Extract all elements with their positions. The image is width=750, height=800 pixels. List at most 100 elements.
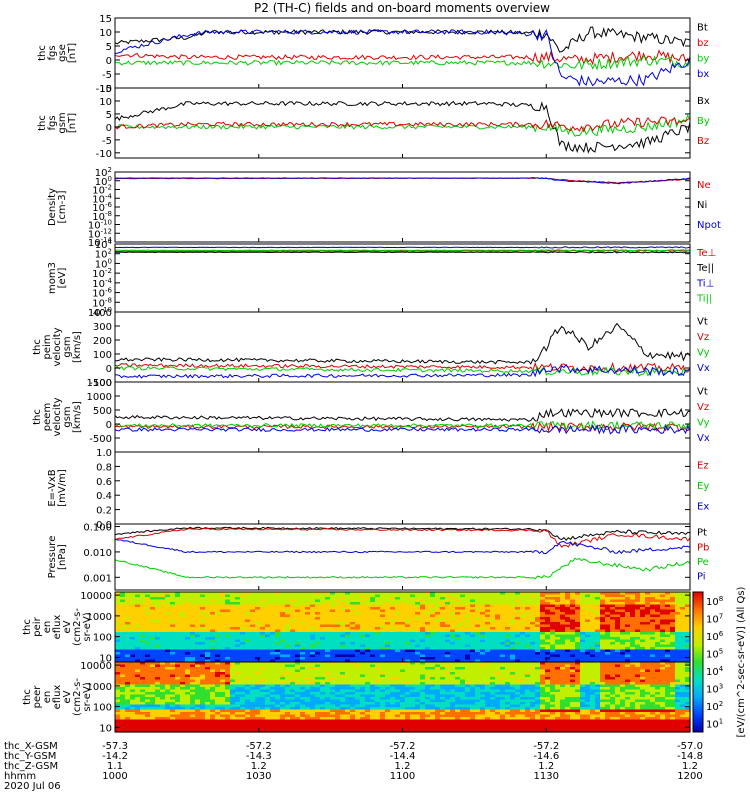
spectrogram-cell <box>575 652 581 656</box>
spectrogram-cell <box>355 649 361 653</box>
spectrogram-cell <box>290 712 296 716</box>
spectrogram-cell <box>170 652 176 656</box>
spectrogram-cell <box>220 724 226 728</box>
spectrogram-cell <box>305 632 311 636</box>
spectrogram-cell <box>180 702 186 706</box>
spectrogram-cell <box>380 594 386 598</box>
spectrogram-cell <box>510 649 516 653</box>
spectrogram-cell <box>210 657 216 661</box>
spectrogram-cell <box>165 634 171 638</box>
spectrogram-cell <box>305 619 311 623</box>
spectrogram-cell <box>125 689 131 693</box>
spectrogram-cell <box>275 622 281 626</box>
spectrogram-cell <box>540 639 546 643</box>
spectrogram-cell <box>225 632 231 636</box>
spectrogram-cell <box>345 632 351 636</box>
spectrogram-cell <box>135 689 141 693</box>
spectrogram-cell <box>565 634 571 638</box>
spectrogram-cell <box>425 689 431 693</box>
spectrogram-cell <box>615 647 621 651</box>
spectrogram-cell <box>150 702 156 706</box>
spectrogram-cell <box>280 667 286 671</box>
spectrogram-cell <box>180 637 186 641</box>
spectrogram-cell <box>395 609 401 613</box>
spectrogram-cell <box>235 684 241 688</box>
spectrogram-cell <box>170 599 176 603</box>
spectrogram-cell <box>555 599 561 603</box>
spectrogram-cell <box>220 607 226 611</box>
spectrogram-cell <box>140 712 146 716</box>
spectrogram-cell <box>150 652 156 656</box>
spectrogram-cell <box>210 679 216 683</box>
spectrogram-cell <box>565 602 571 606</box>
spectrogram-cell <box>530 647 536 651</box>
spectrogram-cell <box>450 609 456 613</box>
spectrogram-cell <box>200 637 206 641</box>
spectrogram-cell <box>290 642 296 646</box>
spectrogram-cell <box>555 639 561 643</box>
spectrogram-cell <box>410 702 416 706</box>
spectrogram-cell <box>380 704 386 708</box>
spectrogram-cell <box>365 632 371 636</box>
spectrogram-cell <box>215 717 221 721</box>
spectrogram-cell <box>140 679 146 683</box>
spectrogram-cell <box>140 592 146 596</box>
spectrogram-cell <box>490 652 496 656</box>
spectrogram-cell <box>170 699 176 703</box>
spectrogram-cell <box>270 707 276 711</box>
spectrogram-cell <box>315 697 321 701</box>
spectrogram-cell <box>125 672 131 676</box>
spectrogram-cell <box>670 617 676 621</box>
spectrogram-cell <box>590 644 596 648</box>
spectrogram-cell <box>140 619 146 623</box>
spectrogram-cell <box>145 692 151 696</box>
spectrogram-cell <box>160 607 166 611</box>
spectrogram-cell <box>370 674 376 678</box>
spectrogram-cell <box>480 659 486 663</box>
spectrogram-cell <box>115 704 121 708</box>
spectrogram-cell <box>295 699 301 703</box>
spectrogram-cell <box>510 614 516 618</box>
spectrogram-cell <box>390 677 396 681</box>
spectrogram-cell <box>560 644 566 648</box>
spectrogram-cell <box>160 717 166 721</box>
spectrogram-cell <box>395 632 401 636</box>
spectrogram-cell <box>335 602 341 606</box>
spectrogram-cell <box>185 624 191 628</box>
spectrogram-cell <box>665 602 671 606</box>
spectrogram-cell <box>515 629 521 633</box>
spectrogram-cell <box>520 652 526 656</box>
spectrogram-cell <box>605 614 611 618</box>
spectrogram-cell <box>420 602 426 606</box>
spectrogram-cell <box>415 647 421 651</box>
spectrogram-cell <box>480 632 486 636</box>
spectrogram-cell <box>295 634 301 638</box>
spectrogram-cell <box>565 654 571 658</box>
spectrogram-cell <box>315 647 321 651</box>
spectrogram-cell <box>440 654 446 658</box>
spectrogram-cell <box>280 672 286 676</box>
spectrogram-cell <box>400 642 406 646</box>
spectrogram-cell <box>465 642 471 646</box>
spectrogram-cell <box>120 657 126 661</box>
spectrogram-cell <box>595 609 601 613</box>
spectrogram-cell <box>395 602 401 606</box>
spectrogram-cell <box>325 687 331 691</box>
spectrogram-cell <box>190 647 196 651</box>
spectrogram-cell <box>350 707 356 711</box>
spectrogram-cell <box>130 632 136 636</box>
spectrogram-cell <box>520 642 526 646</box>
spectrogram-cell <box>350 637 356 641</box>
spectrogram-cell <box>335 722 341 726</box>
spectrogram-cell <box>185 702 191 706</box>
spectrogram-cell <box>465 614 471 618</box>
spectrogram-cell <box>170 659 176 663</box>
spectrogram-cell <box>285 634 291 638</box>
spectrogram-cell <box>280 607 286 611</box>
spectrogram-cell <box>175 592 181 596</box>
spectrogram-cell <box>295 672 301 676</box>
spectrogram-cell <box>130 724 136 728</box>
spectrogram-cell <box>125 599 131 603</box>
spectrogram-cell <box>210 672 216 676</box>
spectrogram-cell <box>545 654 551 658</box>
